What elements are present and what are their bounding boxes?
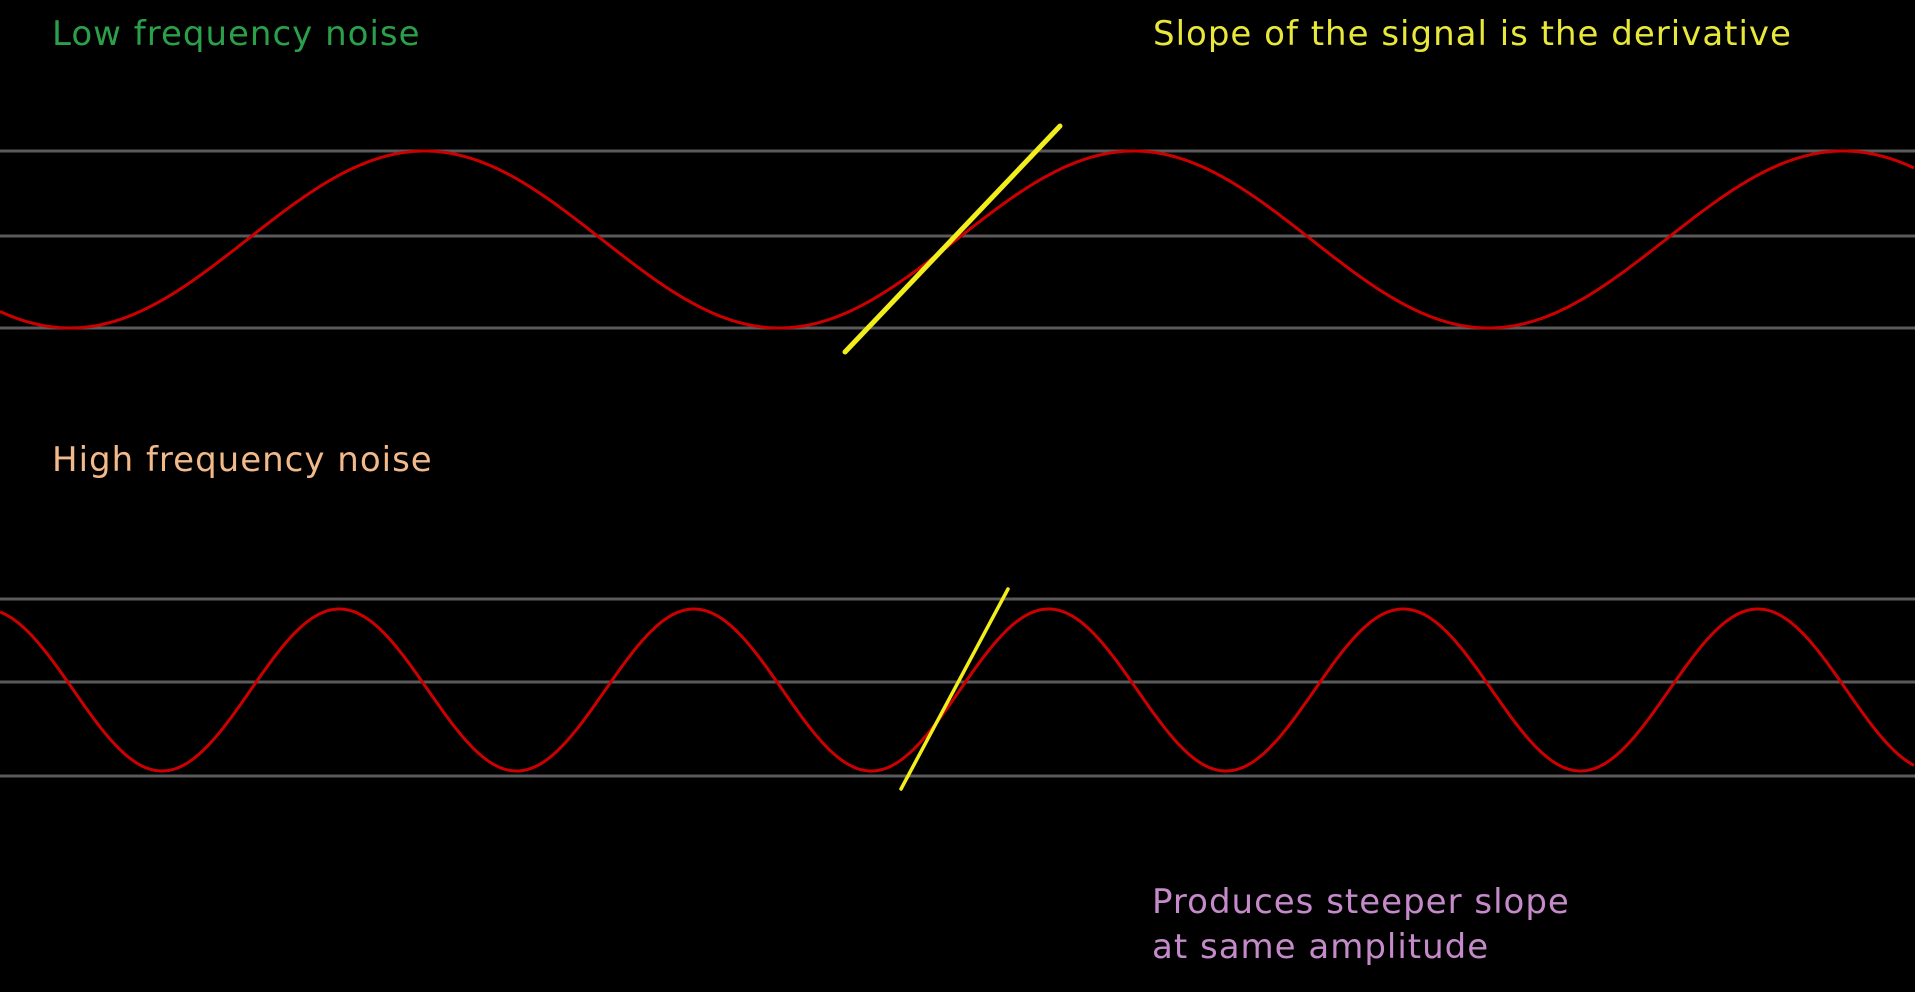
high-frequency-label: High frequency noise xyxy=(52,440,433,480)
steeper-slope-note: Produces steeper slope at same amplitude xyxy=(1152,880,1570,970)
low-frequency-slope-tangent xyxy=(842,123,1063,355)
low-frequency-label: Low frequency noise xyxy=(52,14,421,54)
low-frequency-panel xyxy=(0,123,1915,355)
steeper-slope-line-1: Produces steeper slope xyxy=(1152,882,1570,922)
high-frequency-panel xyxy=(0,587,1915,791)
steeper-slope-line-2: at same amplitude xyxy=(1152,927,1490,967)
low-frequency-sine-wave xyxy=(0,149,1915,330)
high-frequency-slope-tangent xyxy=(899,587,1010,791)
high-frequency-sine-wave xyxy=(0,607,1915,773)
slope-derivative-label: Slope of the signal is the derivative xyxy=(1153,14,1792,54)
